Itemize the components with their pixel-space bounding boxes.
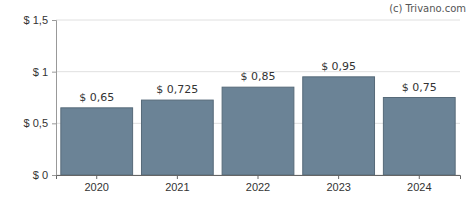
y-tick-mark (52, 175, 56, 176)
y-axis: $ 0 $ 0,5 $ 1 $ 1,5 (24, 14, 57, 181)
y-axis-line (52, 21, 57, 176)
y-tick: $ 1,5 (24, 14, 56, 26)
x-tick-mark (419, 175, 420, 179)
bar (141, 100, 213, 175)
y-tick-label: $ 1 (33, 66, 48, 78)
x-tick-mark (338, 175, 339, 179)
y-tick-label: $ 1,5 (24, 14, 48, 26)
x-tick: 2022 (246, 175, 270, 193)
x-tick: 2024 (407, 175, 431, 193)
x-tick: 2023 (326, 175, 350, 193)
data-label: $ 0,65 (79, 91, 114, 104)
x-tick-label: 2021 (165, 181, 189, 193)
bar (222, 87, 294, 175)
chart: $ 0 $ 0,5 $ 1 $ 1,5 2020 2021 2022 2023 2024 $ 0,… (0, 0, 470, 200)
grid-line (56, 20, 460, 21)
annotation: (c) Trivano.com (389, 3, 466, 14)
bar (61, 108, 133, 175)
data-label: $ 0,95 (321, 60, 356, 73)
x-axis-line (57, 176, 461, 180)
y-tick-label: $ 0,5 (24, 117, 48, 129)
x-tick-label: 2024 (407, 181, 431, 193)
y-tick-mark (52, 72, 56, 73)
x-tick-label: 2023 (326, 181, 350, 193)
grid (56, 20, 460, 175)
x-axis: 2020 2021 2022 2023 2024 (57, 175, 461, 193)
y-tick-mark (52, 20, 56, 21)
x-tick-mark (258, 175, 259, 179)
bars (61, 77, 455, 175)
x-tick-label: 2022 (246, 181, 270, 193)
data-label: $ 0,725 (156, 83, 198, 96)
x-tick-mark (177, 175, 178, 179)
data-label: $ 0,75 (402, 81, 437, 94)
bar (383, 98, 455, 176)
bar (303, 77, 375, 175)
plot: $ 0 $ 0,5 $ 1 $ 1,5 2020 2021 2022 2023 2024 $ 0,… (24, 14, 461, 193)
x-tick: 2020 (84, 175, 108, 193)
y-tick: $ 1 (33, 66, 56, 78)
y-tick: $ 0,5 (24, 117, 56, 129)
data-labels: $ 0,65 $ 0,725 $ 0,85 $ 0,95 $ 0,75 (79, 60, 437, 104)
y-tick-mark (52, 123, 56, 124)
data-label: $ 0,85 (241, 70, 276, 83)
y-tick: $ 0 (33, 169, 56, 181)
x-tick-mark (96, 175, 97, 179)
y-tick-label: $ 0 (33, 169, 48, 181)
x-tick-label: 2020 (84, 181, 108, 193)
x-tick: 2021 (165, 175, 189, 193)
